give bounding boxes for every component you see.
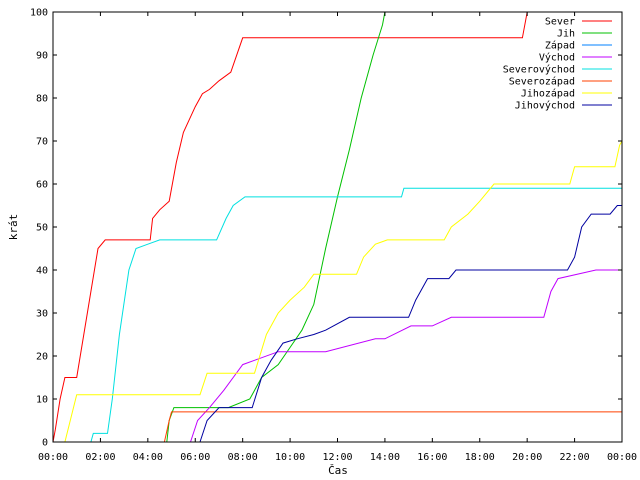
x-tick-label: 20:00	[512, 452, 542, 463]
series-line-8	[199, 205, 622, 443]
y-tick-label: 20	[36, 352, 48, 363]
x-tick-label: 10:00	[275, 452, 305, 463]
y-axis-title: krát	[7, 214, 20, 241]
x-tick-label: 16:00	[417, 452, 447, 463]
x-tick-label: 00:00	[607, 452, 637, 463]
series-line-5	[90, 187, 622, 443]
legend-label: Severozápad	[509, 76, 575, 88]
legend-label: Jihozápad	[521, 88, 575, 100]
series-line-4	[190, 269, 622, 443]
legend-label: Jih	[557, 29, 575, 40]
legend-label: Západ	[545, 40, 575, 52]
x-tick-label: 08:00	[228, 452, 258, 463]
legend-label: Jihovýchod	[515, 100, 575, 112]
y-tick-label: 0	[42, 438, 48, 449]
x-tick-label: 12:00	[322, 452, 352, 463]
y-tick-label: 40	[36, 266, 48, 277]
y-tick-label: 50	[36, 223, 48, 234]
y-tick-label: 100	[30, 8, 48, 19]
x-tick-label: 18:00	[465, 452, 495, 463]
x-tick-label: 22:00	[560, 452, 590, 463]
y-tick-label: 10	[36, 395, 48, 406]
series-line-2	[166, 11, 386, 443]
series-line-1	[52, 11, 622, 443]
legend-label: Sever	[545, 17, 575, 28]
x-tick-label: 14:00	[370, 452, 400, 463]
legend-label: Východ	[539, 52, 575, 64]
series-line-6	[163, 411, 622, 443]
y-tick-label: 80	[36, 94, 48, 105]
legend: SeverJihZápadVýchodSeverovýchodSeverozáp…	[503, 17, 612, 112]
x-axis-title: Čas	[328, 464, 348, 477]
x-tick-label: 04:00	[133, 452, 163, 463]
y-tick-label: 90	[36, 51, 48, 62]
x-tick-label: 02:00	[85, 452, 115, 463]
series-layer	[52, 11, 623, 443]
y-tick-label: 70	[36, 137, 48, 148]
x-tick-label: 06:00	[180, 452, 210, 463]
x-tick-label: 00:00	[38, 452, 68, 463]
y-tick-label: 30	[36, 309, 48, 320]
series-line-7	[64, 140, 623, 443]
ticks-layer: 0 10 20 30 40 50 60 70 80 90 100 00:00 02:00 04:00 06:…	[30, 8, 637, 464]
legend-label: Severovýchod	[503, 64, 575, 76]
y-tick-label: 60	[36, 180, 48, 191]
